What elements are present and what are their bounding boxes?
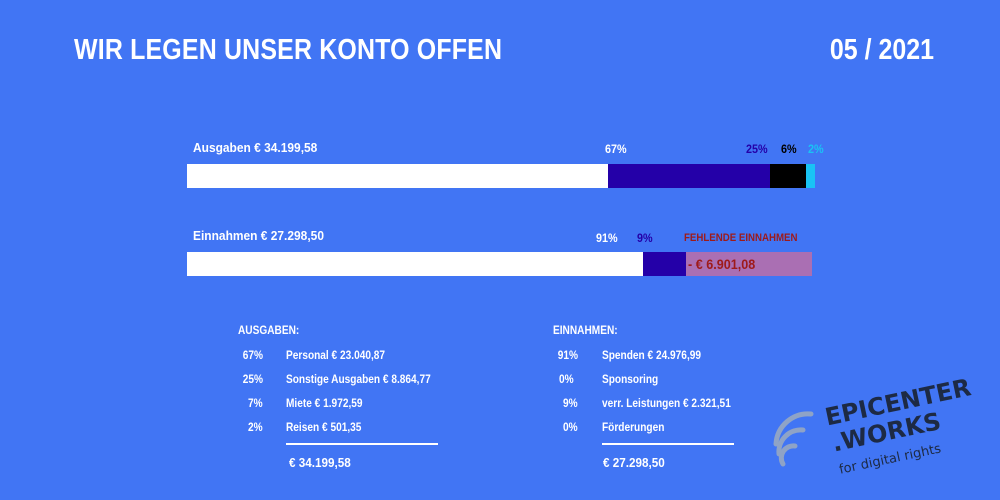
einnahmen-bar-label: Einnahmen € 27.298,50 bbox=[193, 228, 324, 243]
ausgaben-total: € 34.199,58 bbox=[289, 455, 351, 470]
ausgaben-total-rule bbox=[286, 443, 438, 445]
ausgaben-row-text: Reisen € 501,35 bbox=[286, 422, 362, 434]
bar-segment-sonstige bbox=[607, 164, 770, 188]
ausgaben-heading: AUSGABEN: bbox=[238, 325, 300, 337]
bar-segment-spenden bbox=[187, 252, 644, 276]
bar-segment-leistungen bbox=[643, 252, 686, 276]
pct-label-reisen: 2% bbox=[808, 142, 824, 156]
einnahmen-heading: EINNAHMEN: bbox=[553, 325, 618, 337]
ausgaben-row-text: Personal € 23.040,87 bbox=[286, 350, 386, 362]
ausgaben-row-pct: 2% bbox=[248, 422, 263, 434]
signal-waves-icon bbox=[773, 411, 814, 467]
report-date: 05 / 2021 bbox=[829, 34, 934, 66]
einnahmen-row-pct: 91% bbox=[557, 350, 578, 362]
einnahmen-row-text: Förderungen bbox=[602, 422, 665, 434]
bar-segment-fehlend bbox=[685, 252, 812, 276]
fehlende-einnahmen-amount: - € 6.901,08 bbox=[688, 256, 756, 272]
einnahmen-total-rule bbox=[602, 443, 734, 445]
page-title: WIR LEGEN UNSER KONTO OFFEN bbox=[74, 34, 503, 66]
pct-label-sonstige: 25% bbox=[746, 142, 768, 156]
bar-segment-reisen bbox=[805, 164, 815, 188]
ausgaben-row-text: Sonstige Ausgaben € 8.864,77 bbox=[286, 374, 431, 386]
einnahmen-row-pct: 0% bbox=[563, 422, 578, 434]
pct-label-leistungen: 9% bbox=[637, 231, 653, 245]
fehlende-einnahmen-label: FEHLENDE EINNAHMEN bbox=[684, 232, 798, 244]
ausgaben-row-pct: 67% bbox=[242, 350, 263, 362]
bar-segment-miete bbox=[769, 164, 806, 188]
einnahmen-row-text: Spenden € 24.976,99 bbox=[602, 350, 702, 362]
bar-segment-personal bbox=[187, 164, 608, 188]
ausgaben-row-text: Miete € 1.972,59 bbox=[286, 398, 363, 410]
ausgaben-bar-label: Ausgaben € 34.199,58 bbox=[193, 140, 318, 155]
einnahmen-row-pct: 0% bbox=[559, 374, 574, 386]
pct-label-personal: 67% bbox=[605, 142, 627, 156]
einnahmen-row-text: Sponsoring bbox=[602, 374, 659, 386]
ausgaben-row-pct: 25% bbox=[242, 374, 263, 386]
einnahmen-row-text: verr. Leistungen € 2.321,51 bbox=[602, 398, 731, 410]
einnahmen-total: € 27.298,50 bbox=[603, 455, 665, 470]
einnahmen-row-pct: 9% bbox=[563, 398, 578, 410]
pct-label-spenden: 91% bbox=[596, 231, 618, 245]
pct-label-miete: 6% bbox=[781, 142, 797, 156]
ausgaben-row-pct: 7% bbox=[248, 398, 263, 410]
